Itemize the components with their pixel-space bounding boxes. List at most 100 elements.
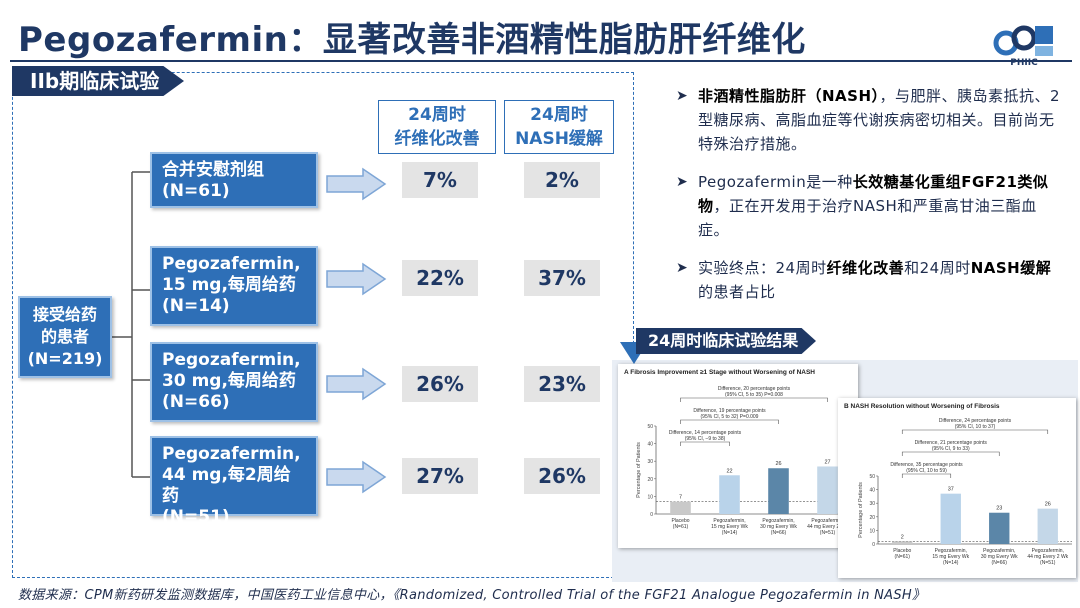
bar [892, 541, 913, 544]
trial-tag: IIb期临床试验 [12, 66, 184, 96]
group-line1: 合并安慰剂组 [162, 160, 264, 180]
right-arrow-icon [326, 460, 387, 494]
root-line1: 接受给药 [32, 305, 97, 324]
value-fibrosis-placebo: 7% [402, 162, 478, 198]
x-tick-label: Pegozafermin, 15 mg Every Wk (N=14) [932, 548, 969, 566]
bar [817, 466, 838, 514]
logo-text: PHIIC [1010, 58, 1038, 68]
bullet-item: ➤ Pegozafermin是一种长效糖基化重组FGF21类似物，正在开发用于治… [676, 170, 1066, 242]
difference-annotation: Difference, 14 percentage points (95% CI,… [669, 430, 742, 442]
y-tick-label: 30 [869, 501, 875, 507]
y-tick-label: 40 [869, 488, 875, 494]
group-box-30mg: Pegozafermin, 30 mg,每周给药 (N=66) [150, 342, 318, 422]
bullet-text: 的患者占比 [698, 283, 776, 301]
bar-value-label: 23 [996, 506, 1002, 512]
bar [989, 512, 1010, 544]
results-tag: 24周时临床试验结果 [636, 328, 816, 354]
difference-bracket [901, 429, 1049, 434]
arrow-bullet-icon: ➤ [676, 260, 689, 276]
bullet-bold: 非酒精性脂肪肝（NASH） [698, 87, 880, 105]
root-line2: 的患者 [40, 327, 89, 346]
root-box: 接受给药 的患者 (N=219) [18, 296, 112, 378]
bar [940, 493, 961, 544]
x-tick-label: Pegozafermin, 15 mg Every Wk (N=14) [711, 518, 748, 536]
value-nash-30mg: 23% [524, 366, 600, 402]
col-head-nash-line1: 24周时 [530, 105, 588, 125]
bullet-bold: 长效糖基化重组FGF21类似物 [698, 173, 1049, 215]
value-nash-placebo: 2% [524, 162, 600, 198]
x-tick-label: Placebo (N=61) [671, 518, 689, 530]
bar-value-label: 27 [824, 459, 830, 465]
value-nash-44mg: 26% [524, 458, 600, 494]
value-nash-15mg: 37% [524, 260, 600, 296]
group-line2: 15 mg,每周给药 [162, 275, 296, 295]
bar-value-label: 2 [901, 534, 904, 540]
col-head-nash: 24周时 NASH缓解 [504, 100, 614, 154]
bullet-text: Pegozafermin是一种 [698, 173, 853, 191]
difference-bracket [680, 441, 730, 446]
y-tick-label: 50 [869, 474, 875, 480]
chart-title: B NASH Resolution without Worsening of F… [844, 403, 1000, 410]
bullet-text: 和24周时 [904, 259, 971, 277]
y-tick-label: 30 [647, 459, 653, 465]
col-head-fibrosis: 24周时 纤维化改善 [378, 100, 496, 154]
bar [768, 468, 789, 514]
bar [670, 501, 691, 514]
x-tick-label: Pegozafermin, 44 mg Every 2 Wk (N=51) [1027, 548, 1068, 566]
right-arrow-icon [326, 262, 387, 296]
bullet-text: ，正在开发用于治疗NASH和严重高甘油三酯血症。 [698, 197, 1037, 239]
chart-a: A Fibrosis Improvement ≥1 Stage without … [624, 369, 852, 536]
arrow-bullet-icon: ➤ [676, 88, 689, 104]
page-title: Pegozafermin：显著改善非酒精性脂肪肝纤维化 [18, 20, 806, 60]
bar [1037, 508, 1058, 544]
x-tick-label: Placebo (N=61) [893, 548, 911, 560]
value-fibrosis-44mg: 27% [402, 458, 478, 494]
chart-b: B NASH Resolution without Worsening of F… [844, 403, 1072, 566]
group-box-placebo: 合并安慰剂组 (N=61) [150, 152, 318, 208]
phiic-logo: PHIIC [992, 24, 1056, 68]
y-tick-label: 0 [650, 512, 653, 518]
difference-annotation: Difference, 35 percentage points (95% CI,… [890, 462, 963, 474]
right-arrow-icon [326, 367, 387, 401]
root-line3: (N=219) [27, 349, 103, 368]
bullet-item: ➤ 实验终点：24周时纤维化改善和24周时NASH缓解的患者占比 [676, 256, 1066, 304]
bar-value-label: 26 [775, 461, 781, 467]
difference-annotation: Difference, 21 percentage points (95% CI,… [915, 440, 988, 452]
col-head-fibrosis-line1: 24周时 [408, 105, 466, 125]
difference-annotation: Difference, 20 percentage points (95% CI,… [718, 386, 791, 398]
bullet-text: 实验终点：24周时 [698, 259, 827, 277]
y-tick-label: 20 [869, 515, 875, 521]
group-box-44mg: Pegozafermin, 44 mg,每2周给药 (N=51) [150, 436, 318, 527]
difference-annotation: Difference, 24 percentage points (95% CI,… [939, 418, 1012, 430]
chart-title: A Fibrosis Improvement ≥1 Stage without … [624, 369, 815, 376]
bar-value-label: 7 [679, 495, 682, 501]
difference-bracket [680, 419, 779, 424]
title-rule [10, 60, 1072, 62]
y-tick-label: 0 [872, 542, 875, 548]
bullet-item: ➤ 非酒精性脂肪肝（NASH），与肥胖、胰岛素抵抗、2型糖尿病、高脂血症等代谢疾… [676, 84, 1066, 156]
y-tick-label: 40 [647, 442, 653, 448]
source-footnote: 数据来源：CPM新药研发监测数据库，中国医药工业信息中心，《Randomized… [18, 588, 926, 603]
bar-value-label: 26 [1045, 502, 1051, 508]
x-tick-label: Pegozafermin, 44 mg Every 2 Wk (N=51) [807, 518, 848, 536]
group-line1: Pegozafermin, [162, 254, 301, 274]
x-tick-label: Pegozafermin, 30 mg Every Wk (N=66) [760, 518, 797, 536]
right-arrow-icon [326, 167, 387, 201]
y-tick-label: 10 [869, 528, 875, 534]
difference-annotation: Difference, 19 percentage points (95% CI,… [693, 408, 766, 420]
bullet-text: ，与肥胖、胰岛素抵抗、2型糖尿病、高脂血症等代谢疾病密切相关。目前尚无特殊治疗措… [698, 87, 1061, 153]
logo-mark-icon [993, 25, 1053, 56]
difference-bracket [680, 397, 828, 402]
group-line3: (N=14) [162, 296, 230, 316]
value-fibrosis-30mg: 26% [402, 366, 478, 402]
value-fibrosis-15mg: 22% [402, 260, 478, 296]
chart-panel-a: A Fibrosis Improvement ≥1 Stage without … [618, 364, 858, 548]
bullet-list: ➤ 非酒精性脂肪肝（NASH），与肥胖、胰岛素抵抗、2型糖尿病、高脂血症等代谢疾… [676, 84, 1066, 318]
difference-bracket [901, 451, 1000, 456]
group-line3: (N=66) [162, 392, 230, 412]
bar-value-label: 22 [726, 468, 732, 474]
group-line3: (N=51) [162, 507, 230, 527]
bullet-bold: NASH缓解 [970, 259, 1052, 277]
group-line1: Pegozafermin, [162, 350, 301, 370]
